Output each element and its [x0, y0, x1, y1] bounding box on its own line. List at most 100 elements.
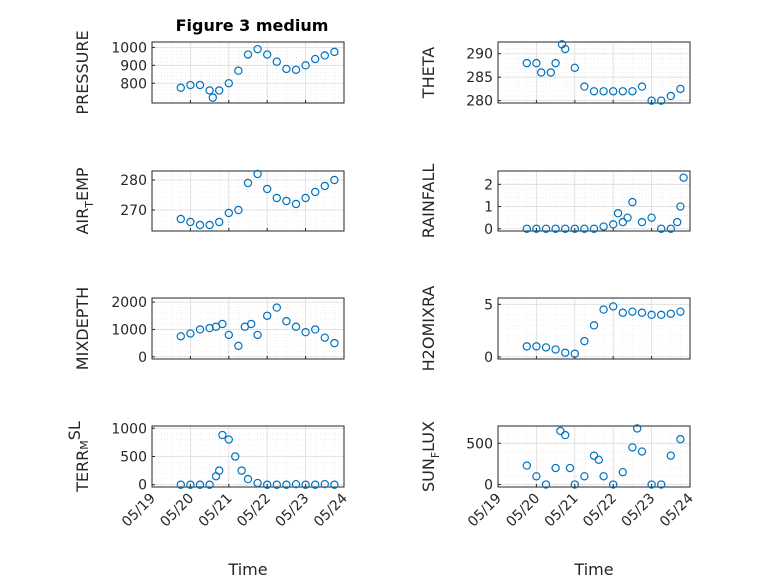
data-point [561, 224, 570, 233]
data-point [272, 193, 281, 203]
data-point [556, 426, 565, 436]
y-tick-label: 500 [120, 450, 147, 466]
x-tick-label: 05/20 [157, 491, 197, 531]
data-point [561, 348, 570, 357]
data-point [320, 479, 329, 489]
data-point [272, 303, 281, 312]
data-point [263, 50, 272, 59]
data-point [628, 443, 637, 452]
data-point [580, 224, 589, 233]
data-point [208, 93, 217, 102]
data-point [320, 51, 329, 60]
y-axis-label: TERRMSL [65, 421, 92, 493]
data-point [613, 209, 623, 218]
data-point [176, 480, 185, 489]
y-tick-label: 280 [466, 94, 493, 110]
x-axis-label: Time [227, 560, 267, 579]
data-point [282, 480, 291, 489]
data-point [224, 330, 233, 340]
data-point [291, 199, 301, 209]
data-point [551, 224, 560, 233]
data-point [551, 58, 560, 68]
data-point [234, 205, 243, 215]
data-point [186, 480, 195, 489]
data-point [570, 480, 580, 489]
y-tick-label: 1000 [111, 322, 147, 338]
data-point [311, 54, 320, 64]
data-point [618, 467, 628, 477]
data-point [589, 321, 599, 330]
data-point [320, 333, 329, 342]
data-point [580, 82, 589, 91]
data-point [609, 220, 618, 229]
data-point [599, 472, 608, 481]
data-point [224, 79, 233, 88]
data-point [272, 480, 281, 489]
subplot-2: 280 285 290 THETA [419, 40, 691, 110]
data-point [522, 461, 532, 470]
data-point [637, 217, 647, 227]
data-point [599, 87, 608, 96]
data-point [565, 463, 575, 473]
data-point [282, 317, 291, 326]
x-tick-label: 05/22 [580, 491, 620, 531]
data-point [657, 224, 666, 233]
data-point [301, 193, 310, 203]
data-point [218, 430, 227, 440]
data-point [195, 325, 205, 334]
data-point [623, 213, 632, 222]
data-point [253, 330, 262, 340]
data-point [676, 84, 685, 94]
data-point [679, 173, 688, 182]
data-point [311, 325, 320, 334]
data-point [291, 479, 301, 489]
data-point [561, 44, 570, 54]
y-tick-label: 500 [466, 436, 493, 452]
axes-box [497, 425, 691, 488]
data-point [214, 217, 224, 227]
axes-box [497, 170, 691, 232]
data-point [541, 224, 551, 233]
data-point [522, 58, 532, 68]
data-point [243, 474, 253, 484]
subplot-5: 0 1000 2000 MIXDEPTH [73, 287, 345, 370]
data-point [580, 472, 589, 481]
data-point [263, 480, 272, 489]
data-point [546, 68, 556, 77]
x-tick-label: 05/19 [465, 491, 505, 531]
data-point [537, 68, 546, 77]
data-point [570, 349, 580, 358]
data-point [647, 213, 656, 222]
data-point [666, 91, 676, 101]
y-tick-label: 0 [138, 350, 147, 366]
data-point [666, 224, 676, 233]
data-point [224, 435, 233, 444]
data-point [551, 463, 560, 473]
data-point [214, 466, 224, 475]
data-point [657, 310, 666, 320]
data-point [532, 224, 541, 233]
y-tick-label: 5 [484, 297, 493, 313]
data-point [637, 308, 647, 317]
data-point [301, 480, 310, 489]
data-point [330, 338, 339, 348]
data-point [195, 480, 205, 489]
x-tick-label: 05/23 [273, 491, 313, 531]
data-point [609, 302, 618, 311]
data-point [330, 175, 339, 185]
data-point [580, 336, 589, 346]
subplot-6: 0 5 H2OMIXRA [419, 286, 691, 371]
data-point [647, 310, 656, 320]
data-point [301, 327, 310, 337]
data-point [205, 220, 214, 230]
data-point [647, 480, 656, 489]
x-tick-label: 05/24 [311, 490, 351, 530]
y-tick-label: 1000 [111, 421, 147, 437]
x-tick-label: 05/21 [542, 491, 582, 531]
data-point [218, 319, 227, 329]
data-point [618, 87, 628, 96]
data-point [186, 80, 195, 90]
subplot-7: 0 500 1000 TERRMSL 05/1905/2005/2105/2205/23… [65, 421, 351, 579]
data-point [633, 424, 642, 433]
data-point [628, 197, 637, 207]
